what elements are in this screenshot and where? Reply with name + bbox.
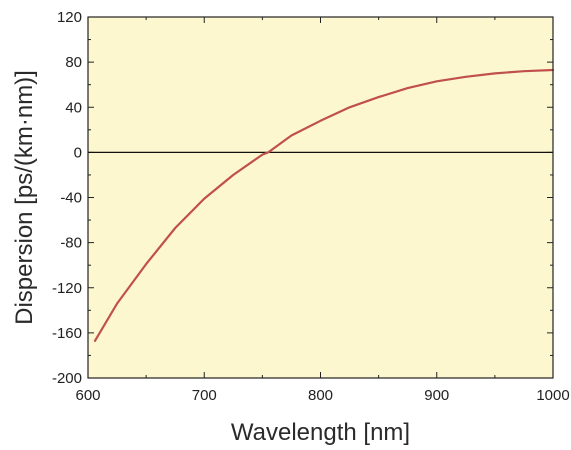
- y-tick-label: -40: [60, 190, 82, 207]
- y-tick-label: -120: [52, 280, 82, 297]
- x-tick-label: 600: [75, 387, 100, 404]
- dispersion-curve: [93, 68, 555, 342]
- y-tick-label: 120: [57, 9, 82, 26]
- x-axis-title: Wavelength [nm]: [231, 419, 410, 446]
- y-tick-label: 40: [65, 99, 82, 116]
- x-tick-label: 800: [308, 387, 333, 404]
- y-tick-label: -200: [52, 370, 82, 387]
- x-tick-labels: 600 700 800 900 1000: [75, 387, 569, 404]
- y-axis-title: Dispersion [ps/(km·nm)]: [11, 70, 38, 325]
- y-tick-label: -80: [60, 235, 82, 252]
- x-tick-label: 1000: [536, 387, 569, 404]
- x-tick-label: 900: [424, 387, 449, 404]
- y-tick-labels: 120 80 40 0 -40 -80 -120 -160 -200: [52, 9, 82, 387]
- y-tick-label: -160: [52, 325, 82, 342]
- x-tick-label: 700: [192, 387, 217, 404]
- y-tick-label: 0: [74, 144, 82, 161]
- y-tick-label: 80: [65, 54, 82, 71]
- plot-area: [88, 17, 553, 378]
- plot-frame: [87, 16, 554, 379]
